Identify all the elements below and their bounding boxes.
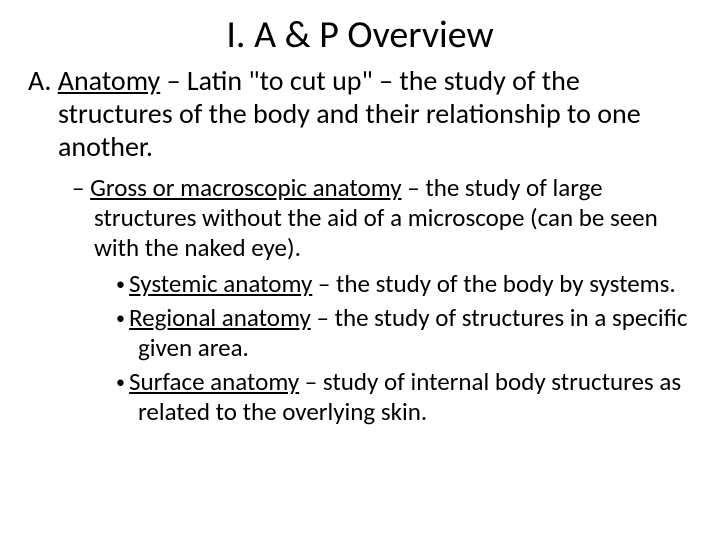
list-item-a: A. Anatomy – Latin "to cut up" – the stu…: [28, 64, 698, 163]
term-anatomy: Anatomy: [58, 63, 160, 98]
term-surface: Surface anatomy: [129, 366, 299, 397]
list-item-bullet: • Systemic anatomy – the study of the bo…: [116, 269, 698, 299]
list-item-bullet: • Surface anatomy – study of internal bo…: [116, 367, 698, 427]
list-item-bullet: • Regional anatomy – the study of struct…: [116, 303, 698, 363]
marker-a: A.: [28, 63, 58, 98]
term-gross: Gross or macroscopic anatomy: [90, 172, 401, 203]
term-systemic: Systemic anatomy: [129, 268, 312, 299]
slide-title: I. A & P Overview: [22, 12, 698, 58]
def-systemic: – the study of the body by systems.: [312, 268, 675, 299]
list-item-dash: – Gross or macroscopic anatomy – the stu…: [72, 173, 698, 263]
bullet-icon: •: [116, 307, 129, 329]
bullet-icon: •: [116, 273, 129, 295]
marker-dash: –: [72, 172, 90, 203]
term-regional: Regional anatomy: [129, 302, 311, 333]
bullet-icon: •: [116, 371, 129, 393]
